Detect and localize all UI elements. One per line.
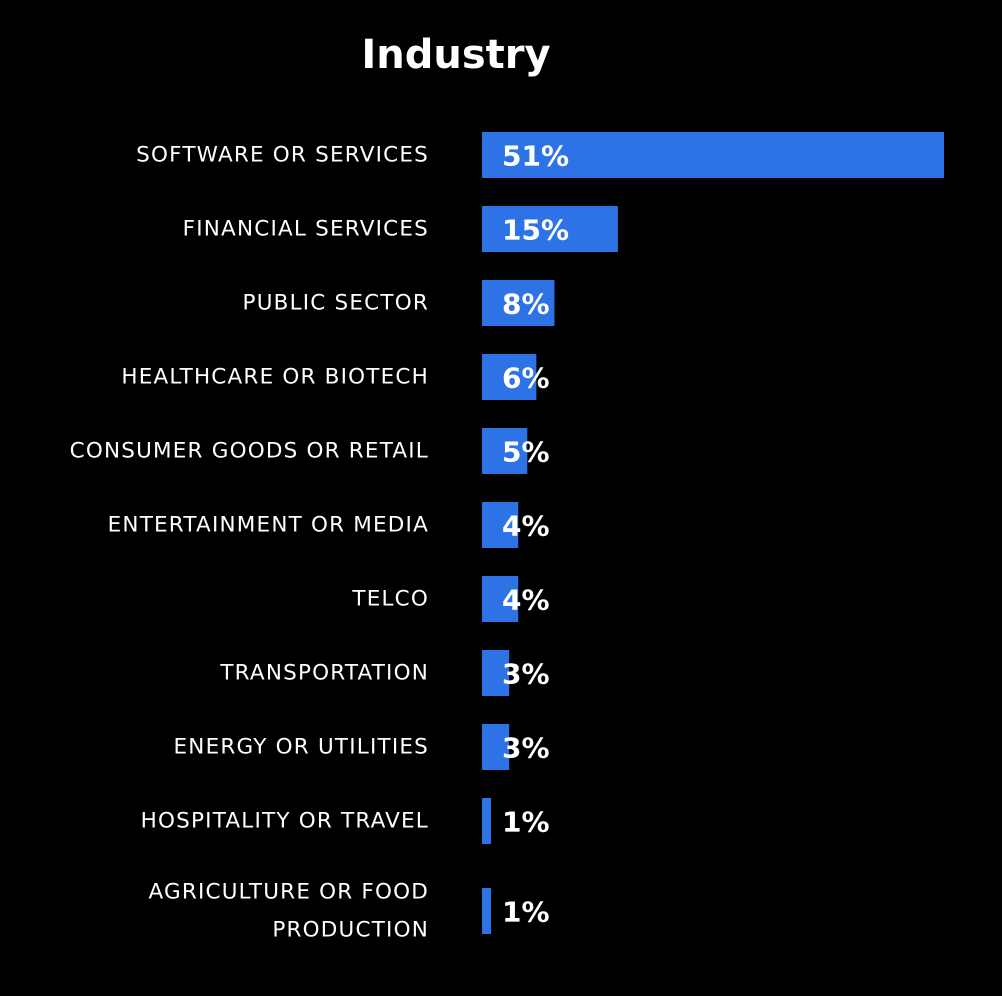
bar-0 [482,132,944,178]
category-label-0: SOFTWARE OR SERVICES [136,143,429,168]
value-label-7: 3% [502,658,550,691]
bar-5 [482,502,519,548]
bars-layer [482,132,944,934]
category-label-10-line-0: AGRICULTURE OR FOOD [148,880,429,905]
bar-10 [482,888,492,934]
value-label-2: 8% [502,288,550,321]
category-label-5: ENTERTAINMENT OR MEDIA [108,513,429,538]
category-label-3: HEALTHCARE OR BIOTECH [121,365,429,390]
category-label-2: PUBLIC SECTOR [243,291,429,316]
bar-3 [482,354,537,400]
value-label-1: 15% [502,214,569,247]
value-labels-layer: 51% 15% 8% 6% 5% 4% 4% 3% 3% 1% 1% [502,140,569,929]
category-labels-layer: SOFTWARE OR SERVICES FINANCIAL SERVICES PU… [70,143,429,943]
category-label-4: CONSUMER GOODS OR RETAIL [70,439,429,464]
category-label-1: FINANCIAL SERVICES [183,217,429,242]
bar-9 [482,798,492,844]
category-label-10-line-1: PRODUCTION [272,918,429,943]
value-label-8: 3% [502,732,550,765]
category-label-7: TRANSPORTATION [219,661,429,686]
bar-4 [482,428,528,474]
bar-8 [482,724,510,770]
value-label-4: 5% [502,436,550,469]
value-label-5: 4% [502,510,550,543]
category-label-8: ENERGY OR UTILITIES [174,735,429,760]
bar-2 [482,280,555,326]
value-label-9: 1% [502,806,550,839]
bar-7 [482,650,510,696]
chart-title: Industry [361,32,550,78]
category-label-9: HOSPITALITY OR TRAVEL [141,809,429,834]
value-label-0: 51% [502,140,569,173]
value-label-10: 1% [502,896,550,929]
category-label-6: TELCO [351,587,429,612]
bar-6 [482,576,519,622]
value-label-3: 6% [502,362,550,395]
bar-1 [482,206,618,252]
value-label-6: 4% [502,584,550,617]
